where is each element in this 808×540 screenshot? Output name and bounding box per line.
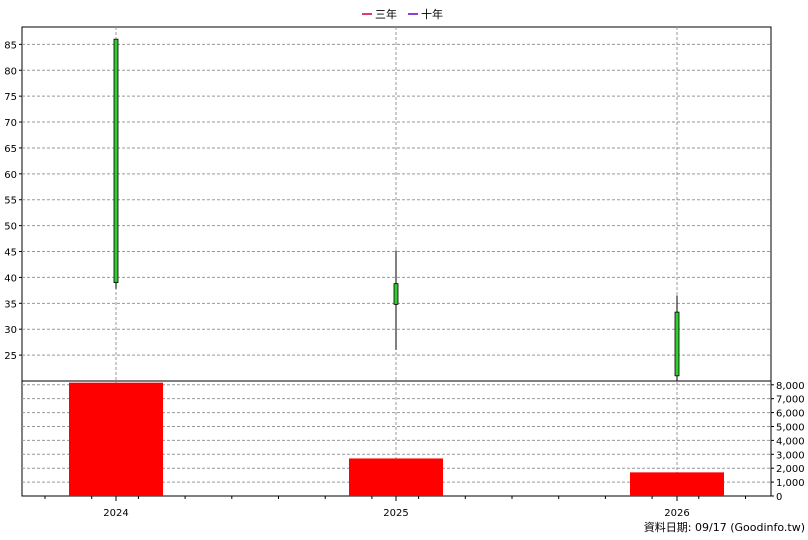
volume-bar-2024 [69, 382, 163, 496]
price-tick-label: 45 [4, 248, 17, 259]
legend-label-ten-year: 十年 [421, 7, 443, 21]
price-tick-label: 40 [4, 273, 17, 284]
x-tick-label-2026: 2026 [664, 508, 689, 519]
data-date-footer: 資料日期: 09/17 (Goodinfo.tw) [644, 520, 805, 534]
volume-tick-label: 5,000 [776, 422, 805, 433]
price-tick-label: 55 [4, 196, 17, 207]
price-axis: 85 80 75 70 65 60 55 50 45 40 35 30 25 [4, 40, 22, 362]
volume-tick-label: 3,000 [776, 450, 805, 461]
x-tick-label-2025: 2025 [383, 508, 408, 519]
volume-bars [69, 382, 724, 496]
price-tick-label: 30 [4, 325, 17, 336]
candle-body-2025 [393, 283, 399, 305]
price-tick-label: 85 [4, 40, 17, 51]
price-tick-label: 80 [4, 66, 17, 77]
price-tick-label: 35 [4, 299, 17, 310]
volume-bar-2026 [630, 472, 724, 496]
price-tick-label: 60 [4, 170, 17, 181]
volume-tick-label: 6,000 [776, 409, 805, 420]
volume-tick-label: 7,000 [776, 395, 805, 406]
volume-bar-2025 [349, 458, 443, 496]
price-tick-label: 65 [4, 144, 17, 155]
legend-label-three-year: 三年 [375, 7, 397, 21]
price-tick-label: 50 [4, 222, 17, 233]
price-tick-label: 70 [4, 118, 17, 129]
price-tick-label: 25 [4, 351, 17, 362]
price-tick-label: 75 [4, 92, 17, 103]
x-axis: 2024 2025 2026 [44, 496, 746, 519]
candle-body-2026 [674, 311, 680, 377]
candle-body-2024 [113, 38, 119, 283]
x-tick-label-2024: 2024 [103, 508, 128, 519]
volume-tick-label: 4,000 [776, 436, 805, 447]
volume-tick-label: 0 [776, 492, 782, 503]
legend: 三年 十年 [362, 7, 443, 21]
volume-tick-label: 8,000 [776, 381, 805, 392]
volume-axis: 8,000 7,000 6,000 5,000 4,000 3,000 2,000 1,000… [771, 381, 805, 503]
volume-tick-label: 1,000 [776, 478, 805, 489]
candlesticks [113, 38, 680, 381]
volume-tick-label: 2,000 [776, 464, 805, 475]
